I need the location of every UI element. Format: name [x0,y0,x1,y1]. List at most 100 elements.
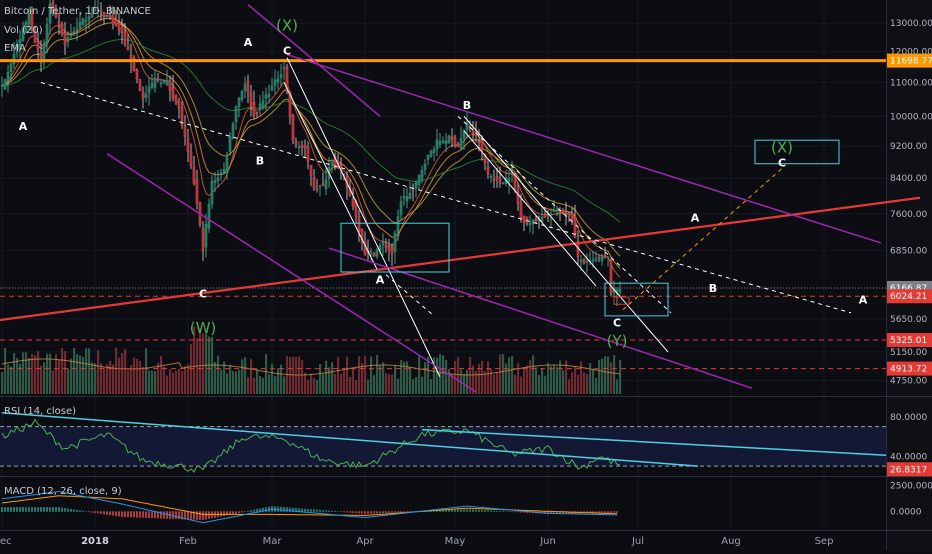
candle-body [21,28,25,41]
volume-bar [439,354,442,394]
price-axis-tick: 4750.00 [890,377,927,387]
macd-histogram-bar [31,507,33,512]
volume-bar [142,366,145,394]
ema-legend[interactable]: EMA [4,43,26,54]
volume-bar [385,373,388,394]
macd-histogram-bar [142,511,144,518]
volume-bar [289,357,292,394]
symbol-legend[interactable]: Bitcoin / Tether, 1D, BINANCE [4,6,151,17]
candle-body [483,153,487,164]
volume-bar [247,377,250,394]
candle-body [165,80,169,86]
volume-bar [241,359,244,394]
macd-histogram-bar [433,510,435,512]
volume-bar [61,348,64,394]
macd-histogram-bar [289,507,291,512]
candle-body [162,80,166,84]
volume-bar [325,360,328,394]
macd-histogram-bar [253,509,255,512]
macd-histogram-bar [193,511,195,520]
volume-bar [346,356,349,394]
wave-label: A [691,211,700,224]
candle-body [258,103,262,109]
volume-bar [37,350,40,394]
candle-body [600,256,604,262]
macd-histogram-bar [40,507,42,512]
volume-bar [481,360,484,394]
volume-bar [349,376,352,394]
candle-body [315,188,319,190]
price-tag-background [887,53,932,68]
candle-body [207,203,211,229]
volume-bar [85,348,88,394]
macd-histogram-bar [196,511,198,520]
candle-body [573,216,577,238]
volume-bar [202,333,205,394]
price-tag-background [887,289,932,304]
macd-histogram-bar [97,511,99,514]
volume-bar [172,372,175,394]
macd-histogram-bar [358,511,360,514]
volume-bar [418,356,421,394]
trendline [328,247,753,389]
macd-legend[interactable]: MACD (12, 26, close, 9) [4,486,122,497]
volume-bar [232,370,235,394]
macd-histogram-bar [283,507,285,512]
candle-body [558,211,562,214]
time-axis-tick: Feb [179,536,197,547]
volume-bar [496,371,499,394]
volume-bar [58,359,61,394]
candle-body [111,14,115,25]
macd-histogram-bar [490,510,492,512]
candle-body [12,53,16,64]
candle-body [396,216,400,233]
macd-histogram-bar [232,511,234,515]
candle-body [213,180,217,183]
macd-axis-tick: 0.0000 [890,507,922,517]
candle-body [72,31,76,34]
volume-legend[interactable]: Vol (20) [4,25,43,36]
volume-bar [448,369,451,394]
candle-body [174,94,178,104]
candle-body [204,224,208,248]
rsi-legend[interactable]: RSI (14, close) [4,406,77,417]
macd-histogram-bar [166,511,168,519]
rsi-axis-tick: 40.0000 [890,452,927,462]
candle-body [87,16,91,21]
macd-histogram-bar [22,507,24,512]
candle-body [234,106,238,123]
volume-bar [10,366,13,394]
volume-bar [457,357,460,394]
volume-bar [175,370,178,394]
macd-histogram-bar [88,511,90,513]
volume-bar [607,356,610,394]
macd-histogram-bar [331,510,333,512]
macd-histogram-bar [349,511,351,513]
volume-bar [487,361,490,394]
candle-body [417,175,421,185]
candle-body [453,137,457,146]
macd-histogram-bar [355,511,357,514]
candle-body [249,92,253,108]
volume-bar [304,372,307,394]
macd-histogram-bar [613,511,615,513]
volume-bar [523,367,526,394]
candle-body [246,80,250,93]
candle-body [279,74,283,78]
volume-bar [103,368,106,394]
volume-bar [82,356,85,394]
candle-body [387,245,391,251]
price-tag-label: 11698.77 [890,57,932,67]
price-axis-background [886,0,932,550]
price-axis-tick: 13000.00 [890,19,932,29]
trendline [247,4,381,117]
volume-bar [361,363,364,394]
volume-bar [595,378,598,394]
volume-bar [76,354,79,394]
macd-histogram-bar [154,511,156,519]
volume-bar [148,370,151,394]
candle-body [294,141,298,145]
volume-bar [454,361,457,394]
